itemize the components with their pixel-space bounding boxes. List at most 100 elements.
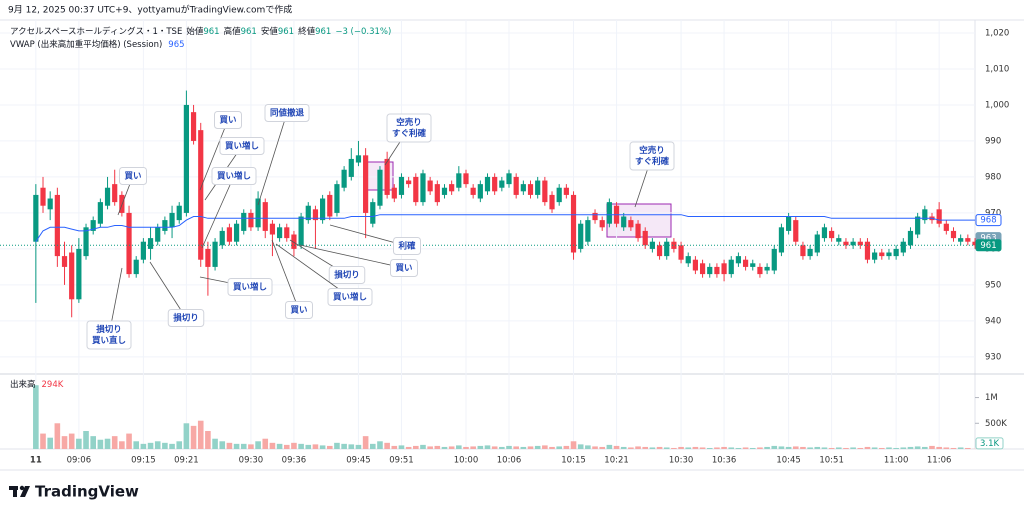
- volume-bar: [76, 438, 82, 449]
- candle-body: [441, 187, 448, 195]
- candle-body: [341, 169, 347, 188]
- candle-body: [406, 180, 412, 185]
- candle-body: [499, 180, 505, 188]
- candle-body: [950, 230, 957, 239]
- candle-body: [585, 220, 591, 242]
- candle-body: [750, 263, 756, 267]
- volume-label: 3.1K: [980, 439, 1000, 449]
- candle-body: [958, 238, 964, 242]
- candle-body: [649, 241, 655, 249]
- volume-bar: [470, 446, 476, 449]
- volume-bar: [283, 444, 290, 449]
- volume-bar: [943, 447, 950, 449]
- volume-bar: [499, 446, 505, 449]
- annotation-text: 損切り: [334, 270, 360, 281]
- price-label: 963: [980, 234, 996, 244]
- volume-bar: [800, 446, 806, 449]
- volume-bar: [699, 447, 706, 449]
- volume-bar: [706, 447, 713, 449]
- x-tick-label: 11:06: [927, 456, 952, 466]
- volume-bar: [929, 445, 935, 449]
- candle-body: [764, 266, 770, 271]
- volume-bar: [197, 420, 204, 449]
- candle-body: [97, 202, 103, 224]
- volume-bar: [305, 444, 312, 449]
- volume-bar: [649, 447, 656, 449]
- volume-bar: [785, 446, 792, 449]
- volume-bar: [599, 446, 606, 449]
- volume-bar: [513, 446, 519, 449]
- annotation-text: 買い増し: [225, 141, 259, 152]
- volume-bar: [685, 447, 692, 449]
- candle-body: [671, 241, 677, 249]
- x-tick-label: 09:15: [131, 456, 156, 466]
- candle-body: [678, 245, 684, 260]
- volume-bar: [642, 446, 649, 449]
- logo-text: TradingView: [35, 483, 139, 501]
- candle-body: [599, 220, 605, 228]
- candle-body: [778, 227, 785, 253]
- y-tick-label: 930: [985, 352, 1001, 362]
- volume-bar: [850, 447, 856, 449]
- candle-body: [219, 230, 225, 246]
- volume-bar: [33, 385, 39, 449]
- volume-bar: [384, 442, 390, 449]
- legend-item: 961: [315, 27, 331, 37]
- annotation-box: [392, 237, 422, 255]
- candle-body: [398, 176, 405, 195]
- candle-body: [786, 216, 792, 231]
- candle-body: [355, 155, 362, 163]
- candle-body: [276, 227, 283, 239]
- volume-bar: [678, 446, 684, 449]
- candle-body: [628, 220, 634, 228]
- volume-bar: [527, 446, 534, 449]
- volume-bar: [140, 443, 147, 449]
- annotation: 買い: [271, 239, 314, 319]
- volume-bar: [606, 444, 613, 449]
- annotation-text: 空売り: [396, 117, 422, 128]
- x-tick-label: 10:51: [819, 456, 844, 466]
- candle-body: [427, 180, 433, 192]
- candle-body: [621, 216, 627, 228]
- annotation-text: 買い: [395, 263, 412, 274]
- volume-bar: [549, 446, 555, 449]
- candle-body: [255, 198, 261, 228]
- volume-bar: [864, 446, 871, 449]
- x-tick-label: 10:45: [776, 456, 801, 466]
- x-tick-label: 10:00: [454, 456, 479, 466]
- volume-bar: [154, 441, 161, 449]
- volume-bar: [212, 438, 218, 449]
- volume-bar: [233, 443, 240, 449]
- volume-bar: [291, 442, 297, 449]
- volume-bar: [47, 437, 53, 449]
- volume-bar: [355, 444, 362, 449]
- annotation: 買い増し: [201, 167, 257, 249]
- volume-bar: [491, 446, 498, 449]
- annotation-box: [629, 141, 675, 171]
- legend-item: 終値: [298, 26, 316, 37]
- candle-body: [664, 241, 670, 257]
- volume-bar: [119, 441, 125, 449]
- annotation-pointer: [149, 261, 187, 319]
- volume-bar: [391, 445, 398, 449]
- vwap-line: [35, 214, 975, 242]
- candle-body: [642, 230, 648, 246]
- candle-body: [549, 194, 555, 210]
- candle-body: [298, 216, 304, 246]
- volume-bar: [126, 433, 132, 449]
- y-tick-label: 980: [985, 172, 1001, 182]
- candle-body: [800, 245, 806, 257]
- legend-item: 961: [203, 27, 219, 37]
- candle-body: [226, 227, 233, 242]
- logo-mark: [19, 485, 25, 491]
- candle-body: [685, 256, 691, 264]
- candle-body: [850, 241, 856, 246]
- annotation-box: [86, 320, 132, 350]
- candle-body: [707, 266, 713, 275]
- volume-bar: [54, 423, 61, 449]
- price-label: 961: [980, 241, 996, 251]
- candle-body: [434, 184, 440, 203]
- x-tick-label: 11:00: [884, 456, 909, 466]
- candle-body: [943, 223, 949, 231]
- volume-bar: [628, 447, 634, 449]
